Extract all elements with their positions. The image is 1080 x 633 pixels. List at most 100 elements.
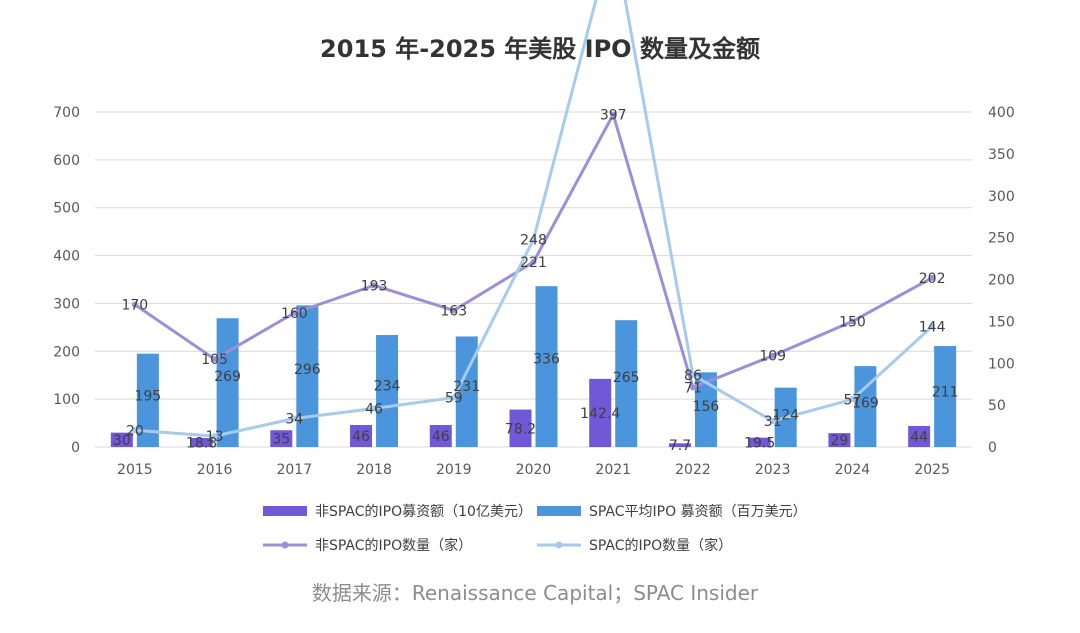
line-data-label: 109 (759, 349, 786, 365)
bar (934, 346, 957, 447)
bar-data-label: 30 (113, 433, 131, 449)
x-tick-label: 2024 (835, 462, 871, 478)
left-axis-tick-label: 400 (53, 249, 80, 265)
line-data-label: 71 (684, 381, 702, 397)
line-point (450, 394, 457, 401)
right-axis-tick-label: 250 (988, 231, 1015, 247)
line-data-label: 150 (839, 314, 866, 330)
left-axis-tick-label: 100 (53, 392, 80, 408)
bar-series (110, 286, 957, 447)
line-point (769, 418, 776, 425)
line-point (929, 274, 936, 281)
right-axis-tick-label: 350 (988, 147, 1015, 163)
bar-data-label: 195 (134, 389, 161, 405)
source-note: 数据来源：Renaissance Capital；SPAC Insider (312, 581, 759, 605)
legend-label: 非SPAC的IPO数量（家） (315, 537, 472, 554)
line-data-label: 144 (919, 319, 946, 335)
line-data-label: 160 (281, 306, 308, 322)
series-line (134, 113, 933, 390)
bar-data-label: 78.2 (505, 421, 536, 437)
left-axis-tick-label: 200 (53, 344, 80, 360)
bar (828, 433, 851, 447)
legend-marker (281, 541, 289, 549)
bar (535, 286, 558, 447)
left-axis-tick-label: 0 (71, 440, 80, 456)
x-tick-label: 2016 (197, 462, 233, 478)
bar-data-label: 18.8 (186, 436, 217, 452)
bar-data-label: 336 (533, 352, 560, 368)
bar-data-label: 46 (352, 429, 370, 445)
line-data-label: 105 (201, 352, 228, 368)
line-point (769, 352, 776, 359)
bar-data-label: 19.5 (744, 435, 775, 451)
x-axis: 2015 2016 2017 2018 2019 2020 2021 2022 2023 2024… (117, 462, 950, 478)
line-point (849, 318, 856, 325)
line-data-label: 248 (520, 232, 547, 248)
x-tick-label: 2015 (117, 462, 153, 478)
line-data-label: 202 (919, 271, 946, 287)
bar (350, 424, 373, 447)
bar-data-label: 44 (910, 429, 928, 445)
line-point (849, 396, 856, 403)
bar (854, 366, 877, 447)
x-tick-label: 2019 (436, 462, 472, 478)
bar-data-label: 265 (613, 370, 640, 386)
bar (748, 437, 771, 447)
bar-data-label: 156 (693, 399, 720, 415)
line-point (530, 236, 537, 243)
line-data-label: 86 (684, 368, 702, 384)
x-tick-label: 2022 (675, 462, 711, 478)
left-axis-tick-label: 500 (53, 201, 80, 217)
bar (190, 438, 213, 447)
bar (694, 372, 717, 447)
left-axis-tick-label: 300 (53, 296, 80, 312)
line-data-label: 34 (285, 412, 303, 428)
legend-marker (555, 541, 563, 549)
gridlines (95, 111, 972, 448)
bar (589, 378, 612, 447)
line-point (371, 282, 378, 289)
bar (668, 443, 691, 447)
line-data-label: 31 (764, 414, 782, 430)
bar-data-label: 296 (294, 362, 321, 378)
bar-data-label: 269 (214, 369, 241, 385)
bar-data-label: 211 (932, 384, 959, 400)
bar (136, 353, 159, 447)
bar-data-label: 142.4 (580, 406, 620, 422)
x-tick-label: 2021 (595, 462, 631, 478)
line-point (689, 384, 696, 391)
line-data-label: 193 (361, 278, 388, 294)
series-line (134, 0, 934, 438)
line-point (211, 433, 218, 440)
bar-data-label: 29 (830, 433, 848, 449)
line-data-label: 59 (445, 391, 463, 407)
line-point (211, 356, 218, 363)
bar (615, 320, 638, 447)
right-axis-tick-label: 150 (988, 314, 1015, 330)
line-series (131, 0, 936, 440)
legend: 非SPAC的IPO募资额（10亿美元） SPAC平均IPO 募资额（百万美元） 非S… (263, 504, 807, 554)
bar (376, 335, 399, 447)
line-point (929, 323, 936, 330)
bar-data-label: 231 (453, 379, 480, 395)
legend-swatch (537, 506, 581, 516)
bar (429, 424, 452, 447)
line-data-label: 397 (600, 108, 627, 124)
bar-data-label: 234 (374, 378, 401, 394)
bar (296, 305, 319, 447)
x-tick-label: 2020 (516, 462, 552, 478)
right-axis-tick-label: 300 (988, 189, 1015, 205)
data-labels: 30 18.8 35 46 46 78.2 142.4 7.7 19.5 29 44 195 269 29… (113, 108, 959, 455)
line-point (371, 405, 378, 412)
line-point (291, 415, 298, 422)
legend-label: SPAC平均IPO 募资额（百万美元） (589, 504, 807, 520)
line-point (689, 371, 696, 378)
x-tick-label: 2023 (755, 462, 791, 478)
line-point (450, 307, 457, 314)
bar (216, 318, 239, 447)
legend-label: SPAC的IPO数量（家） (589, 537, 732, 554)
chart-title: 2015 年-2025 年美股 IPO 数量及金额 (320, 35, 760, 63)
right-axis-tick-label: 200 (988, 273, 1015, 289)
bar-data-label: 169 (852, 396, 879, 412)
